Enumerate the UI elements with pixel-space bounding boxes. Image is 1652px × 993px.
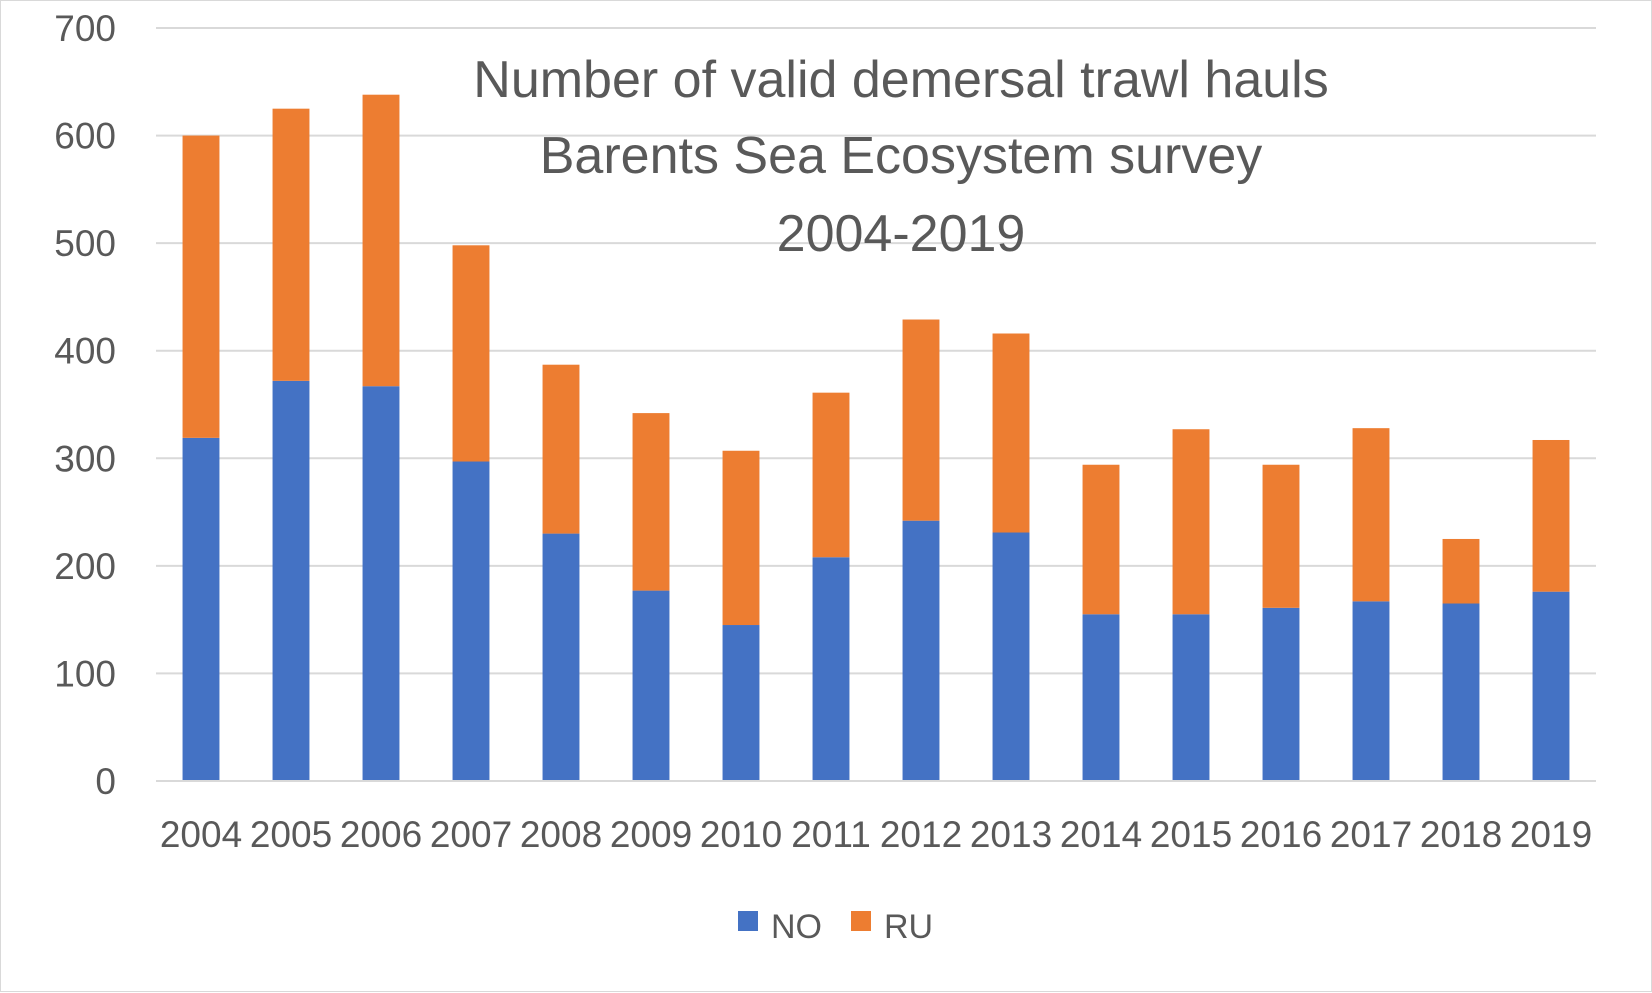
bar-no-2013: [992, 532, 1030, 781]
bar-ru-2007: [452, 245, 490, 462]
y-tick-label: 200: [54, 546, 116, 587]
bar-ru-2010: [722, 450, 760, 626]
y-tick-label: 0: [95, 761, 116, 802]
legend: NO RU: [738, 908, 933, 946]
x-tick-label: 2010: [700, 814, 782, 855]
x-tick-label: 2018: [1420, 814, 1502, 855]
x-tick-label: 2017: [1330, 814, 1412, 855]
bar-ru-2016: [1262, 464, 1300, 608]
bar-ru-2005: [272, 108, 310, 381]
bar-no-2011: [812, 557, 850, 781]
bar-no-2017: [1352, 601, 1390, 781]
y-tick-label: 700: [54, 8, 116, 49]
bar-ru-2014: [1082, 464, 1120, 615]
bar-ru-2011: [812, 392, 850, 558]
legend-swatch-no: [738, 911, 758, 931]
chart-title: Number of valid demersal trawl hauls Bar…: [473, 51, 1328, 263]
title-line-2: Barents Sea Ecosystem survey: [540, 127, 1263, 185]
y-tick-label: 500: [54, 223, 116, 264]
bar-no-2004: [182, 437, 220, 781]
bar-no-2014: [1082, 614, 1120, 781]
y-tick-label: 400: [54, 331, 116, 372]
y-tick-label: 100: [54, 653, 116, 694]
bar-no-2006: [362, 386, 400, 781]
bar-ru-2018: [1442, 538, 1480, 604]
y-tick-label: 300: [54, 438, 116, 479]
y-tick-label: 600: [54, 116, 116, 157]
bar-ru-2013: [992, 333, 1030, 533]
x-axis: 2004 2005 2006 2007 2008 2009 2010 2011 2012 2013…: [156, 780, 1596, 855]
y-axis: 0 100 200 300 400 500 600 700: [54, 8, 116, 802]
x-tick-label: 2014: [1060, 814, 1142, 855]
x-tick-label: 2007: [430, 814, 512, 855]
bar-ru-2019: [1532, 439, 1570, 592]
x-tick-label: 2004: [160, 814, 242, 855]
bar-ru-2017: [1352, 428, 1390, 602]
bar-no-2008: [542, 533, 580, 781]
bar-no-2010: [722, 625, 760, 781]
bar-ru-2004: [182, 135, 220, 438]
x-tick-label: 2012: [880, 814, 962, 855]
bar-ru-2012: [902, 319, 940, 521]
bars: [182, 94, 1570, 781]
legend-swatch-ru: [851, 911, 871, 931]
x-tick-label: 2013: [970, 814, 1052, 855]
bar-ru-2009: [632, 413, 670, 591]
bar-no-2018: [1442, 603, 1480, 781]
title-line-3: 2004-2019: [777, 205, 1026, 263]
legend-label-ru: RU: [884, 908, 933, 946]
x-tick-label: 2009: [610, 814, 692, 855]
bar-ru-2008: [542, 364, 580, 534]
bar-ru-2006: [362, 94, 400, 387]
bar-no-2009: [632, 590, 670, 781]
x-tick-label: 2005: [250, 814, 332, 855]
x-tick-label: 2006: [340, 814, 422, 855]
bar-no-2005: [272, 380, 310, 781]
x-tick-label: 2011: [791, 814, 871, 855]
bar-ru-2015: [1172, 429, 1210, 615]
bar-no-2012: [902, 520, 940, 781]
bar-no-2015: [1172, 614, 1210, 781]
x-tick-label: 2019: [1510, 814, 1592, 855]
bar-no-2016: [1262, 607, 1300, 781]
x-tick-label: 2015: [1150, 814, 1232, 855]
x-tick-label: 2008: [520, 814, 602, 855]
bar-no-2019: [1532, 591, 1570, 781]
bar-no-2007: [452, 461, 490, 781]
x-tick-label: 2016: [1240, 814, 1322, 855]
legend-label-no: NO: [771, 908, 822, 946]
title-line-1: Number of valid demersal trawl hauls: [473, 51, 1328, 109]
